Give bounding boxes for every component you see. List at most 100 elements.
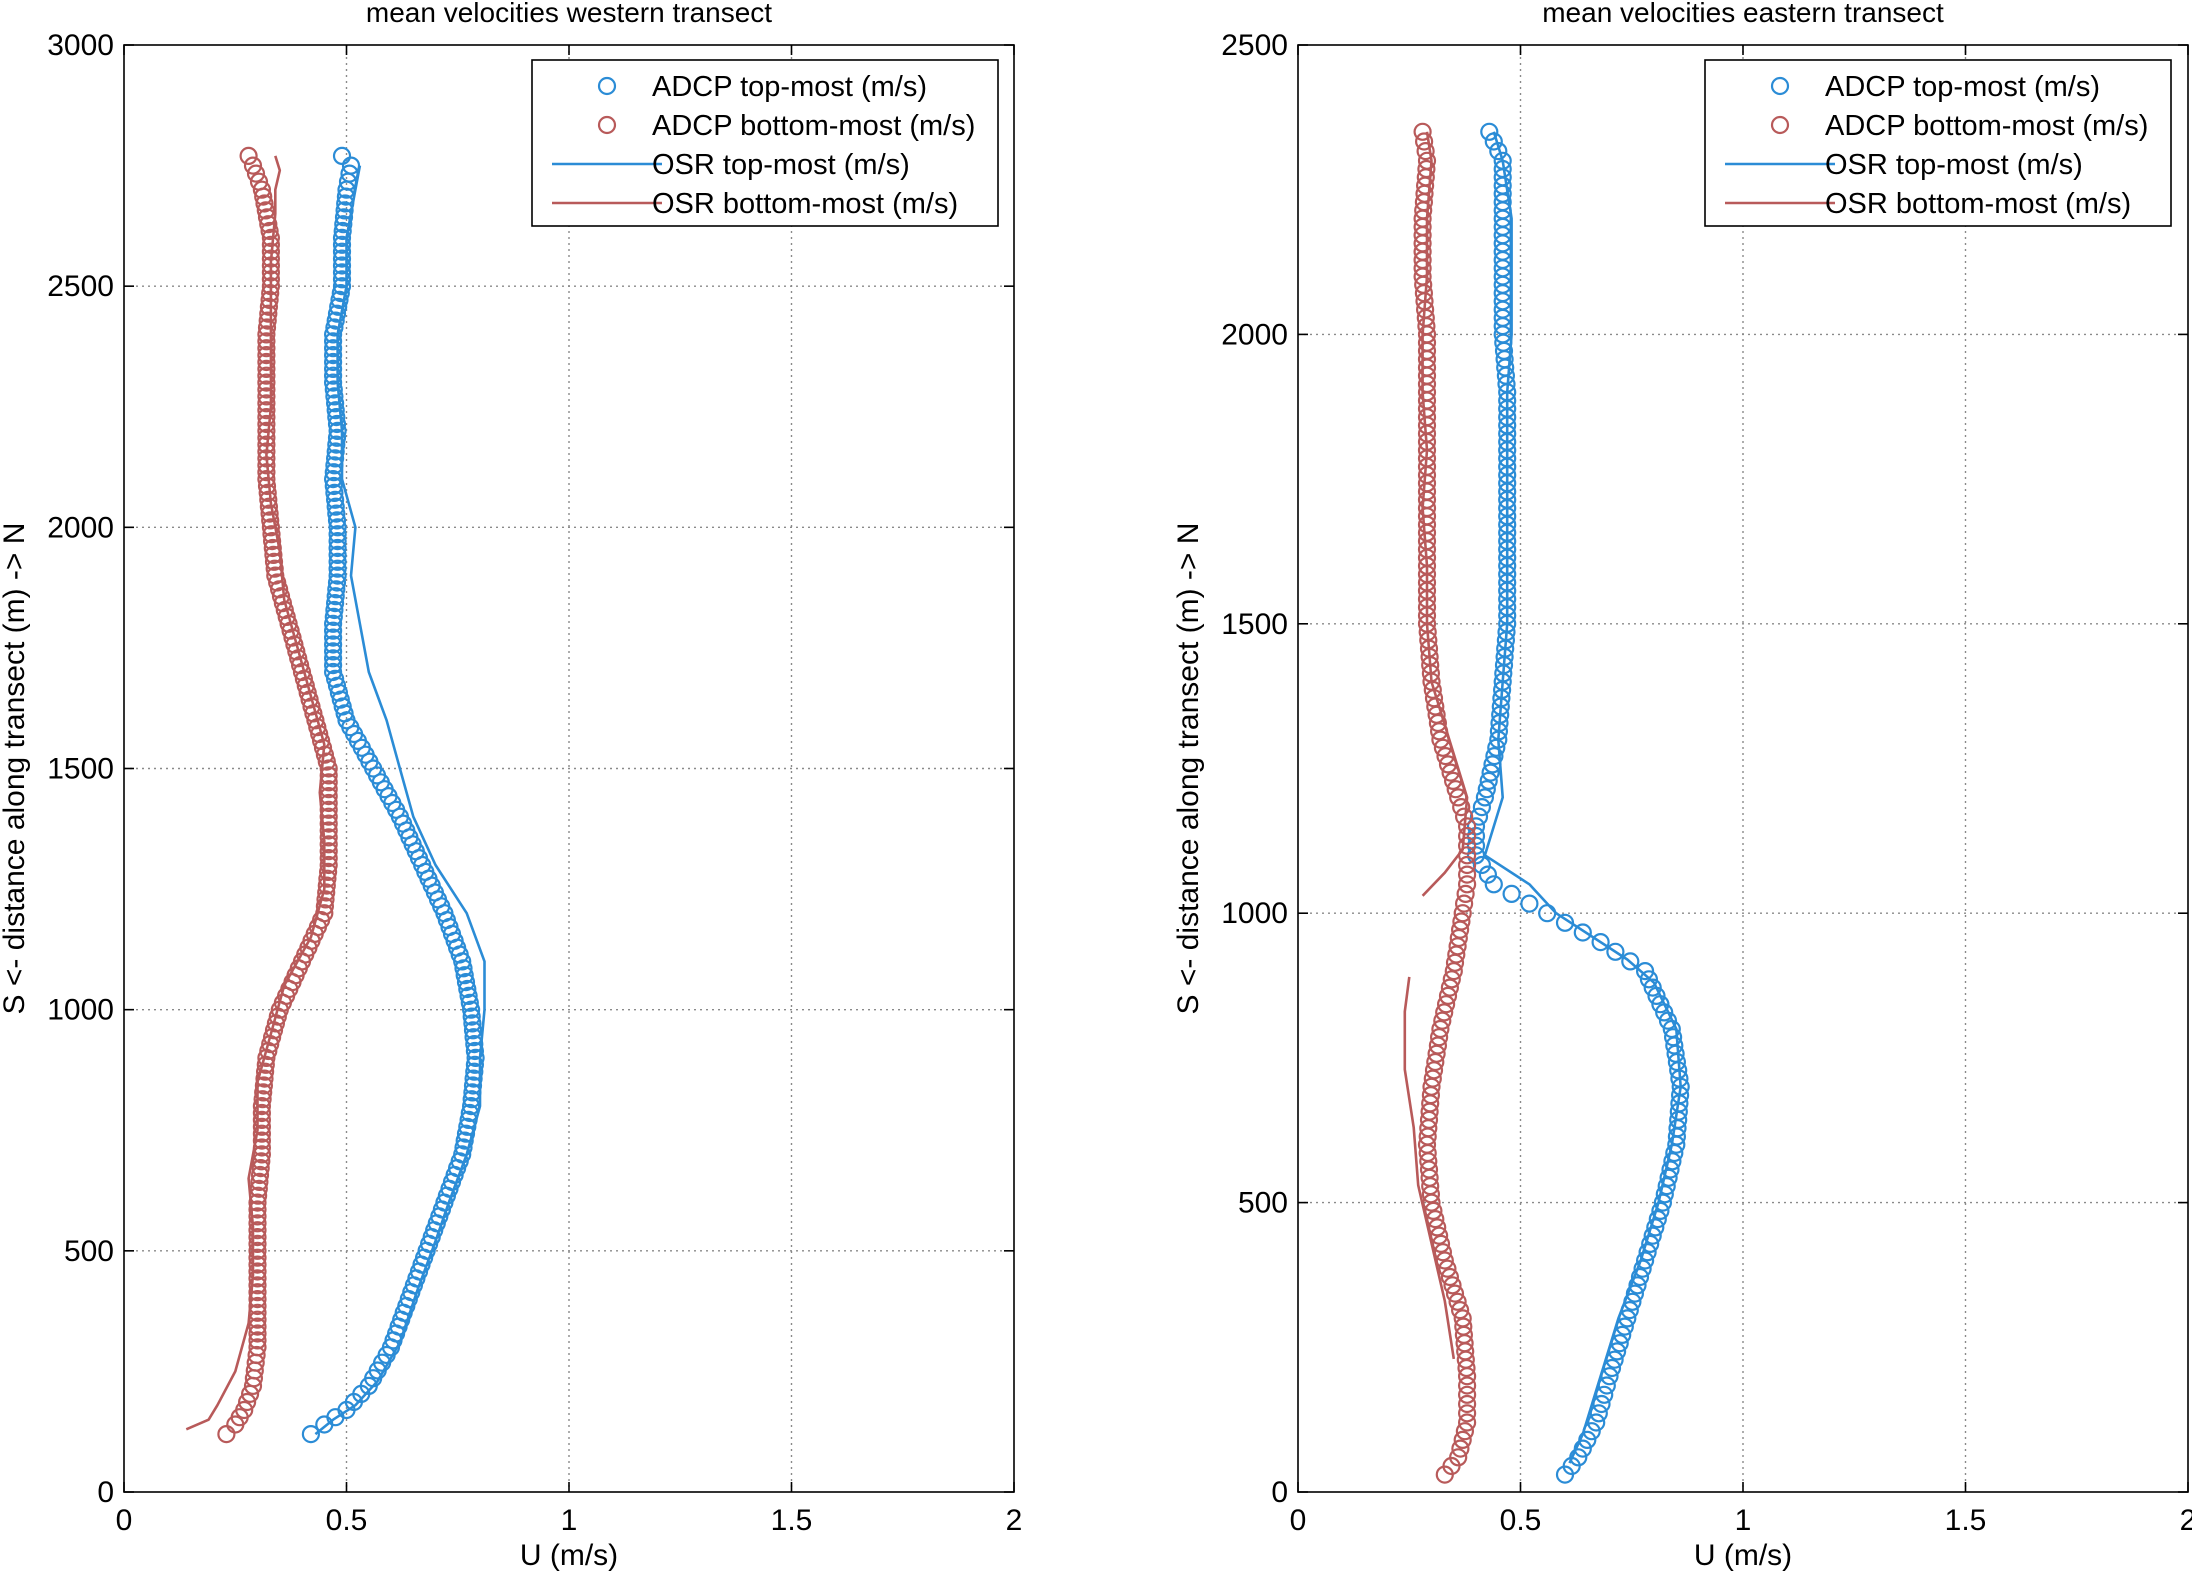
data-point: [462, 1000, 481, 1019]
data-point: [1641, 1234, 1660, 1254]
data-point: [1659, 1168, 1678, 1187]
y-tick-label: 500: [64, 1235, 114, 1268]
data-point: [1433, 1011, 1452, 1030]
data-point: [249, 172, 269, 191]
data-point: [1648, 1209, 1667, 1229]
data-point: [263, 531, 282, 551]
data-point: [327, 408, 346, 427]
data-point: [319, 855, 338, 875]
data-point: [248, 1227, 267, 1247]
data-point: [256, 1062, 275, 1081]
data-point: [326, 394, 345, 413]
data-point: [270, 580, 289, 599]
data-point: [332, 277, 352, 296]
data-point: [1438, 1259, 1457, 1278]
data-point: [248, 1200, 267, 1219]
data-point: [1457, 826, 1477, 846]
data-point: [257, 408, 276, 427]
data-point: [1435, 1003, 1454, 1022]
data-point: [1655, 1185, 1674, 1204]
legend: ADCP top-most (m/s) ADCP bottom-most (m/s…: [1704, 59, 2172, 227]
legend-marker: [597, 76, 617, 96]
data-point: [327, 580, 346, 599]
x-tick-label: 1: [1735, 1504, 1752, 1537]
data-point: [259, 304, 278, 323]
data-point: [250, 1172, 269, 1192]
data-point: [1431, 1019, 1450, 1039]
data-point: [265, 559, 284, 578]
data-point: [1448, 1292, 1467, 1311]
data-point: [1457, 1413, 1477, 1432]
data-point: [324, 359, 343, 378]
data-point: [257, 394, 276, 413]
data-point: [252, 1131, 271, 1150]
legend-marker: [597, 115, 617, 135]
data-point: [324, 352, 343, 372]
data-point: [324, 339, 343, 358]
data-point: [318, 869, 337, 888]
data-point: [1455, 1422, 1475, 1441]
data-point: [1449, 1448, 1468, 1467]
data-point: [332, 242, 352, 261]
y-tick-label: 3000: [47, 29, 114, 62]
data-point: [1657, 1176, 1676, 1196]
data-point: [333, 221, 352, 241]
data-point: [248, 1262, 267, 1281]
data-point: [248, 1338, 267, 1357]
data-point: [319, 807, 338, 826]
data-point: [324, 635, 343, 654]
data-point: [324, 655, 343, 675]
data-point: [254, 1076, 273, 1095]
data-point: [317, 876, 336, 895]
data-point: [1480, 122, 1499, 141]
data-point: [332, 228, 352, 247]
data-point: [324, 373, 343, 392]
data-point: [317, 883, 336, 902]
data-point: [1453, 1309, 1472, 1328]
data-point: [319, 814, 338, 833]
data-point: [253, 1090, 272, 1109]
data-point: [1481, 763, 1500, 782]
data-point: [465, 1062, 484, 1081]
data-point: [1456, 884, 1475, 904]
data-point: [325, 387, 344, 406]
data-point: [248, 1234, 267, 1254]
data-point: [1417, 151, 1437, 170]
data-point: [1452, 797, 1471, 817]
series-line: [1483, 131, 1682, 1464]
data-point: [326, 311, 345, 330]
data-point: [243, 156, 263, 175]
data-point: [1438, 986, 1458, 1006]
data-point: [247, 1345, 266, 1365]
data-point: [259, 497, 278, 516]
data-point: [1440, 978, 1460, 997]
data-point: [1569, 1448, 1588, 1467]
data-point: [324, 380, 343, 399]
data-point: [271, 587, 291, 606]
data-point: [328, 552, 347, 571]
data-point: [328, 518, 347, 537]
data-point: [258, 311, 277, 330]
data-point: [1451, 1439, 1470, 1458]
data-point: [1628, 1276, 1647, 1295]
data-point: [327, 511, 347, 530]
data-point: [326, 669, 345, 689]
data-point: [257, 366, 276, 385]
x-tick-label: 0.5: [1500, 1504, 1542, 1537]
data-point: [329, 297, 348, 316]
data-point: [1587, 1413, 1606, 1432]
y-tick-label: 0: [1271, 1476, 1288, 1509]
data-point: [1472, 855, 1492, 875]
data-point: [1457, 1376, 1477, 1395]
x-tick-label: 2: [1006, 1504, 1023, 1537]
data-point: [327, 304, 347, 323]
data-point: [1630, 1267, 1650, 1287]
data-point: [326, 401, 345, 420]
data-point: [257, 387, 276, 406]
y-tick-label: 500: [1238, 1187, 1288, 1220]
data-point: [257, 421, 276, 440]
data-point: [1661, 1160, 1680, 1179]
data-point: [328, 545, 347, 565]
data-point: [1502, 884, 1521, 904]
